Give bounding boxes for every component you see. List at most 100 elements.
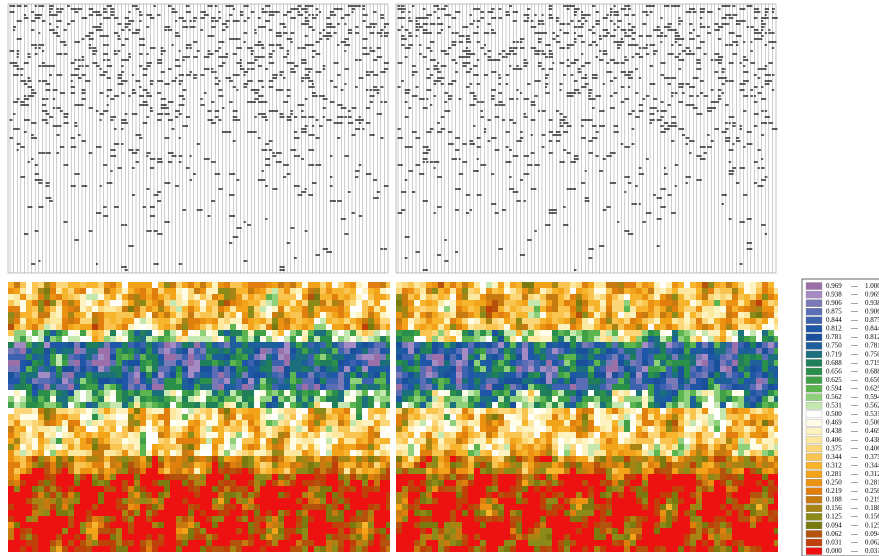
- heat-cell: [218, 438, 224, 444]
- heat-cell: [654, 360, 660, 366]
- heat-cell: [462, 426, 468, 432]
- heat-cell: [128, 390, 134, 396]
- heat-cell: [110, 486, 116, 492]
- heat-cell: [480, 396, 486, 402]
- heat-cell: [284, 300, 290, 306]
- heat-cell: [702, 324, 708, 330]
- heat-cell: [362, 348, 368, 354]
- heat-cell: [44, 396, 50, 402]
- heat-cell: [606, 342, 612, 348]
- heat-cell: [474, 282, 480, 288]
- heat-cell: [206, 288, 212, 294]
- heat-cell: [170, 510, 176, 516]
- heat-cell: [320, 414, 326, 420]
- heat-cell: [272, 408, 278, 414]
- heat-cell: [732, 354, 738, 360]
- heat-cell: [92, 348, 98, 354]
- heat-cell: [98, 426, 104, 432]
- heat-cell: [62, 282, 68, 288]
- heat-cell: [386, 366, 390, 372]
- heat-cell: [338, 330, 344, 336]
- heat-cell: [104, 312, 110, 318]
- heat-cell: [648, 438, 654, 444]
- heat-cell: [278, 474, 284, 480]
- heat-cell: [600, 408, 606, 414]
- heat-cell: [188, 402, 194, 408]
- heat-cell: [618, 414, 624, 420]
- heat-cell: [188, 306, 194, 312]
- heat-cell: [486, 384, 492, 390]
- heat-cell: [624, 450, 630, 456]
- heat-cell: [278, 450, 284, 456]
- heat-cell: [426, 456, 432, 462]
- heat-cell: [558, 372, 564, 378]
- heat-cell: [714, 402, 720, 408]
- heat-cell: [152, 444, 158, 450]
- heat-cell: [588, 324, 594, 330]
- heat-cell: [522, 336, 528, 342]
- heat-cell: [134, 408, 140, 414]
- heat-cell: [498, 432, 504, 438]
- heat-cell: [170, 378, 176, 384]
- heat-cell: [396, 402, 402, 408]
- heat-cell: [86, 462, 92, 468]
- heat-cell: [648, 462, 654, 468]
- heat-cell: [194, 474, 200, 480]
- heat-cell: [140, 318, 146, 324]
- heat-cell: [522, 312, 528, 318]
- heat-cell: [56, 462, 62, 468]
- heat-cell: [762, 426, 768, 432]
- heat-cell: [50, 378, 56, 384]
- heat-cell: [462, 408, 468, 414]
- heat-cell: [498, 348, 504, 354]
- heat-cell: [302, 438, 308, 444]
- heat-cell: [224, 444, 230, 450]
- heat-cell: [588, 288, 594, 294]
- heat-cell: [140, 510, 146, 516]
- heat-cell: [630, 468, 636, 474]
- heat-cell: [386, 522, 390, 528]
- heat-cell: [128, 408, 134, 414]
- heat-cell: [618, 438, 624, 444]
- heat-cell: [374, 474, 380, 480]
- heat-cell: [510, 312, 516, 318]
- heat-cell: [540, 450, 546, 456]
- heat-cell: [356, 450, 362, 456]
- heat-cell: [522, 432, 528, 438]
- heat-cell: [492, 450, 498, 456]
- heat-cell: [92, 504, 98, 510]
- heat-cell: [146, 306, 152, 312]
- heat-cell: [332, 300, 338, 306]
- heat-cell: [624, 474, 630, 480]
- heat-cell: [254, 420, 260, 426]
- heat-cell: [444, 324, 450, 330]
- heat-cell: [170, 366, 176, 372]
- heat-cell: [182, 300, 188, 306]
- heat-cell: [230, 384, 236, 390]
- heat-cell: [62, 480, 68, 486]
- heat-cell: [714, 438, 720, 444]
- heat-cell: [396, 318, 402, 324]
- heat-cell: [206, 372, 212, 378]
- heat-cell: [98, 450, 104, 456]
- heat-cell: [92, 414, 98, 420]
- heat-cell: [374, 390, 380, 396]
- heat-cell: [552, 336, 558, 342]
- heat-cell: [320, 468, 326, 474]
- heat-cell: [720, 402, 726, 408]
- heat-cell: [332, 366, 338, 372]
- heat-cell: [236, 342, 242, 348]
- heat-cell: [594, 294, 600, 300]
- heat-cell: [140, 438, 146, 444]
- heat-cell: [540, 378, 546, 384]
- heat-cell: [522, 438, 528, 444]
- heat-cell: [326, 324, 332, 330]
- heat-cell: [224, 282, 230, 288]
- heat-cell: [290, 534, 296, 540]
- heat-cell: [122, 480, 128, 486]
- heat-cell: [402, 384, 408, 390]
- heat-cell: [164, 384, 170, 390]
- heat-cell: [50, 540, 56, 546]
- heat-cell: [116, 324, 122, 330]
- heat-cell: [402, 342, 408, 348]
